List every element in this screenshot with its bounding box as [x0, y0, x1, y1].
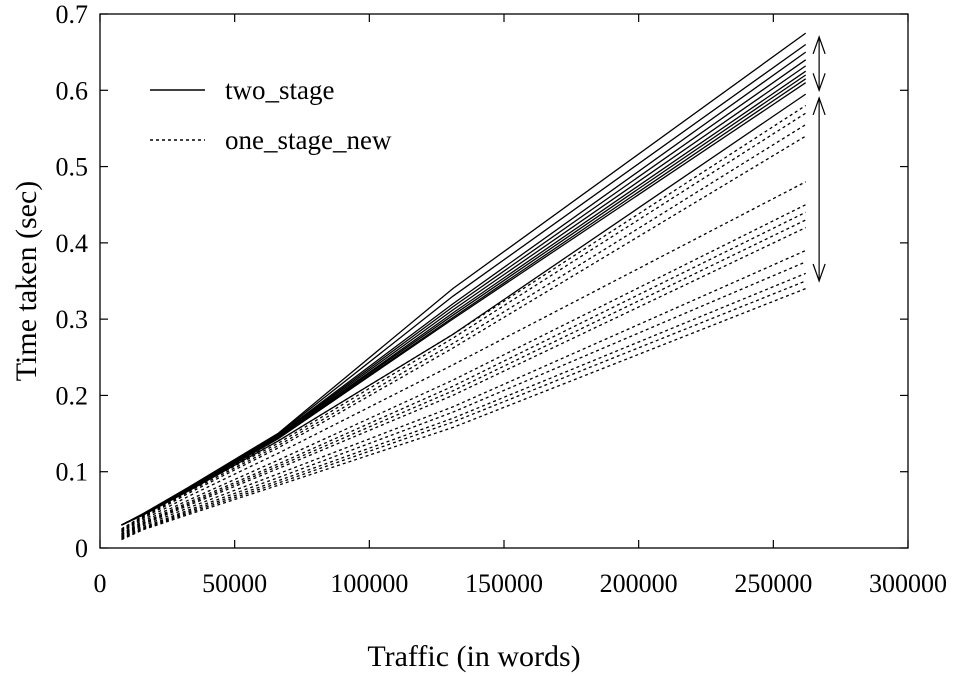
y-tick-label: 0.7	[56, 0, 89, 29]
y-tick-label: 0.4	[56, 229, 89, 258]
legend-label-two-stage: two_stage	[225, 75, 334, 105]
series-line-two-stage	[121, 32, 807, 526]
series-line-one-stage-new	[121, 261, 806, 538]
arrowhead-down	[812, 73, 826, 93]
arrowhead-up	[812, 96, 826, 116]
y-tick-label: 0.6	[56, 76, 89, 105]
y-tick-label: 0	[75, 534, 88, 563]
x-axis-label: Traffic (in words)	[367, 640, 580, 673]
arrowhead-down	[812, 263, 826, 283]
series-line-one-stage-new	[121, 124, 807, 532]
y-tick-label: 0.5	[56, 153, 89, 182]
y-tick-label: 0.1	[56, 458, 89, 487]
series-line-one-stage-new	[121, 112, 807, 531]
annotation-layer	[812, 35, 826, 283]
x-axis-ticks: 0 50000 100000 150000 200000 250000 300000	[94, 14, 947, 598]
series-line-two-stage	[121, 93, 807, 526]
x-tick-label: 300000	[869, 569, 947, 598]
x-tick-label: 50000	[202, 569, 267, 598]
series-line-one-stage-new	[121, 272, 806, 539]
series-line-one-stage-new	[121, 227, 806, 537]
series-line-one-stage-new	[121, 181, 806, 533]
arrowhead-up	[812, 35, 826, 55]
y-tick-label: 0.3	[56, 305, 89, 334]
series-line-one-stage-new	[121, 287, 806, 541]
series-layer	[121, 32, 807, 541]
series-line-one-stage-new	[121, 104, 807, 530]
x-tick-label: 0	[94, 569, 107, 598]
y-tick-label: 0.2	[56, 381, 89, 410]
series-line-one-stage-new	[121, 135, 807, 532]
series-line-one-stage-new	[121, 219, 806, 536]
y-axis-label: Time taken (sec)	[10, 181, 43, 382]
legend: two_stage one_stage_new	[150, 75, 392, 155]
series-line-one-stage-new	[121, 280, 806, 540]
legend-label-one-stage-new: one_stage_new	[225, 125, 392, 155]
series-line-one-stage-new	[121, 249, 806, 538]
series-line-one-stage-new	[121, 204, 806, 535]
y-axis-ticks: 0 0.1 0.2 0.3 0.4 0.5 0.6 0.7	[56, 0, 908, 563]
x-tick-label: 150000	[465, 569, 543, 598]
x-tick-label: 250000	[734, 569, 812, 598]
series-line-one-stage-new	[121, 211, 806, 535]
x-tick-label: 100000	[330, 569, 408, 598]
x-tick-label: 200000	[600, 569, 678, 598]
series-line-two-stage	[121, 43, 807, 526]
